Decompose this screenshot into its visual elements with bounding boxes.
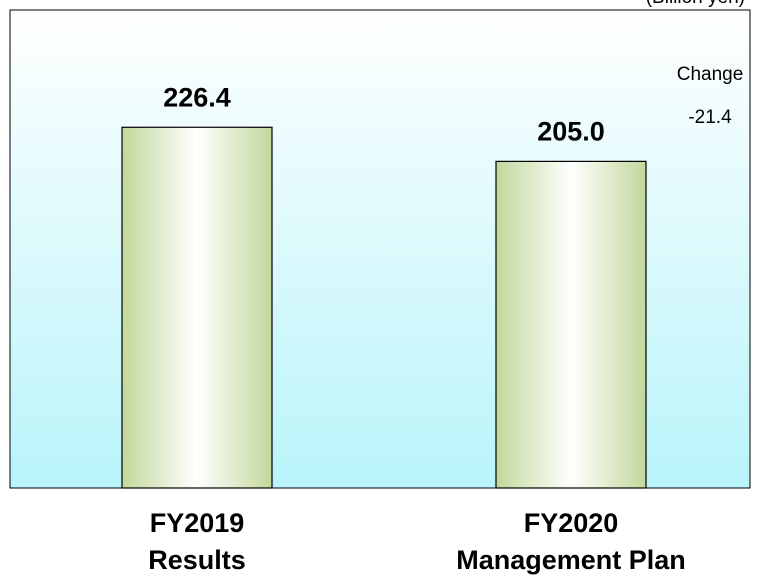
x-tick-label: FY2019: [150, 508, 245, 538]
x-tick-label: FY2020: [524, 508, 619, 538]
change-label: Change: [677, 64, 744, 85]
value-label: 226.4: [163, 82, 231, 112]
value-label: 205.0: [537, 116, 605, 146]
x-tick-label: Results: [148, 545, 246, 575]
bar: [495, 160, 647, 489]
unit-label: (Billion yen): [646, 0, 745, 8]
change-value: -21.4: [688, 107, 732, 128]
bar: [121, 126, 273, 489]
x-tick-label: Management Plan: [456, 545, 686, 575]
